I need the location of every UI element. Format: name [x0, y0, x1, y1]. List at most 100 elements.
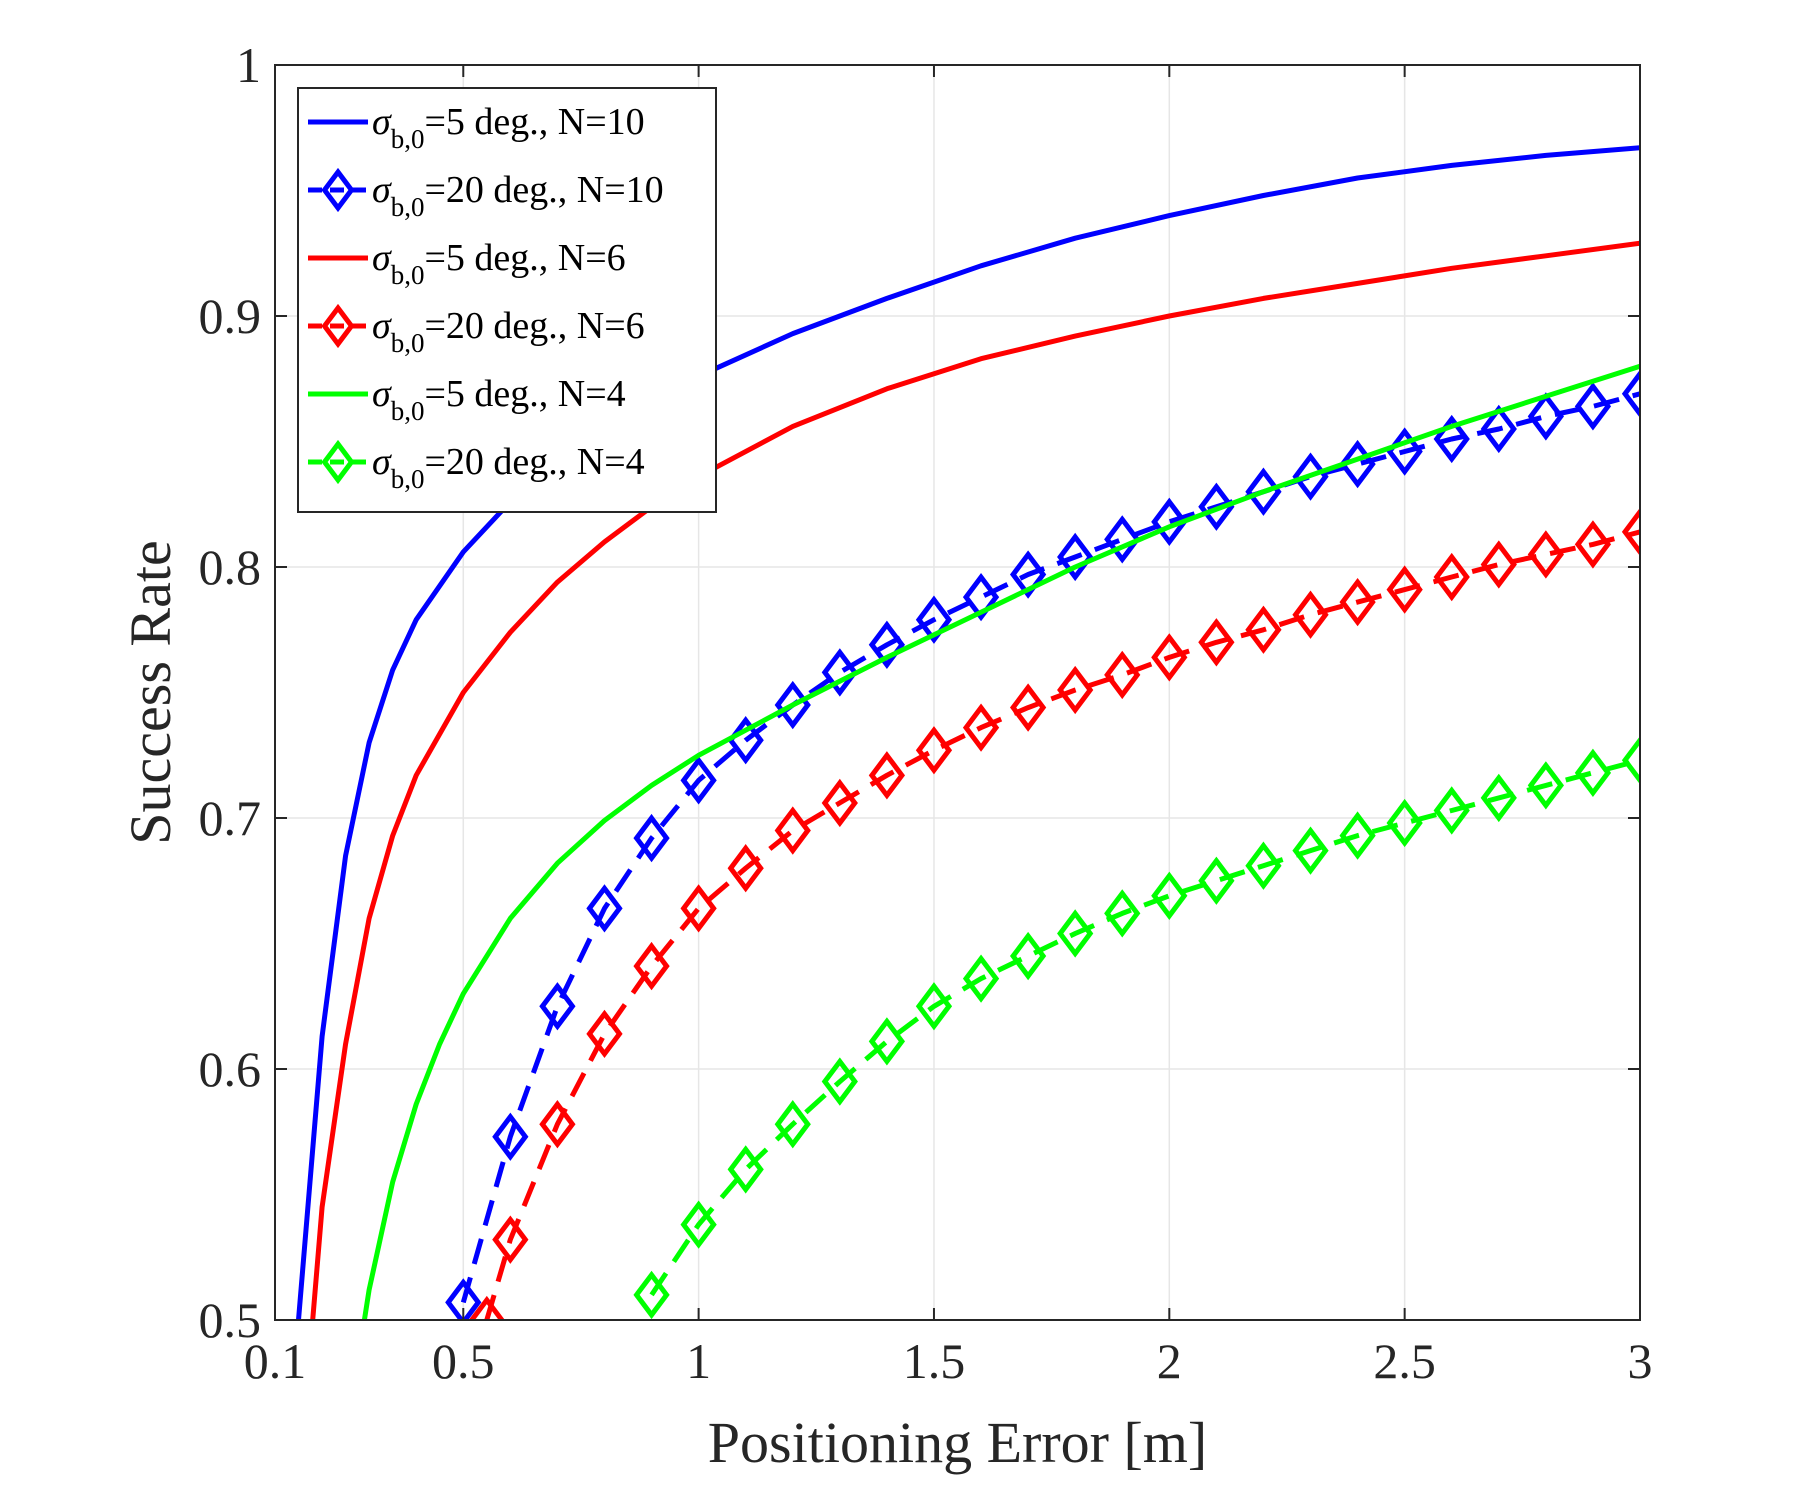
legend-rest: =5 deg., N=4: [425, 373, 626, 415]
data-point: [821, 648, 858, 697]
data-point: [1151, 871, 1188, 920]
data-point: [1433, 786, 1470, 835]
data-point: [1339, 577, 1376, 627]
data-point: [868, 751, 906, 800]
data-point: [1151, 497, 1188, 546]
data-point: [1057, 532, 1094, 582]
data-point: [727, 1145, 764, 1194]
data-point: [1386, 565, 1423, 614]
data-point: [1621, 507, 1640, 557]
data-point: [1198, 482, 1235, 531]
data-point: [539, 1100, 576, 1149]
data-point: [1245, 467, 1282, 516]
data-point: [680, 884, 717, 933]
data-point: [1009, 931, 1047, 981]
legend-symbol: σ: [372, 169, 392, 211]
legend-label: σb,0=5 deg., N=10: [372, 101, 645, 154]
legend-subscript: b,0: [391, 464, 425, 494]
data-point: [1104, 889, 1141, 938]
legend-label: σb,0=5 deg., N=6: [372, 237, 626, 290]
data-point: [821, 1057, 858, 1106]
data-point: [1198, 618, 1235, 667]
y-tick-label: 0.6: [199, 1041, 262, 1097]
y-tick-label: 0.5: [199, 1292, 262, 1348]
data-point: [633, 813, 670, 863]
data-point: [1527, 530, 1564, 579]
x-tick-label: 3: [1628, 1333, 1653, 1389]
x-tick-label: 2: [1157, 1333, 1182, 1389]
data-point: [586, 884, 623, 933]
legend-symbol: σ: [372, 373, 392, 415]
data-point: [539, 982, 576, 1031]
legend-entry: σb,0=5 deg., N=4: [308, 373, 626, 426]
data-point: [1245, 605, 1282, 654]
legend-rest: =20 deg., N=10: [425, 169, 664, 211]
x-tick-label: 0.1: [244, 1333, 307, 1389]
data-point: [1009, 550, 1047, 599]
data-point: [1104, 515, 1141, 564]
legend-subscript: b,0: [391, 260, 425, 290]
legend-symbol: σ: [372, 305, 392, 347]
data-point: [492, 1112, 529, 1161]
legend-label: σb,0=20 deg., N=6: [372, 305, 645, 358]
data-point: [1480, 773, 1517, 823]
legend-entry: σb,0=5 deg., N=10: [308, 101, 645, 154]
legend-entry: σb,0=5 deg., N=6: [308, 237, 626, 290]
series-4: [361, 363, 1640, 1320]
legend-subscript: b,0: [391, 192, 425, 222]
x-axis-label: Positioning Error [m]: [708, 1410, 1207, 1475]
legend-symbol: σ: [372, 101, 392, 143]
legend-label: σb,0=20 deg., N=10: [372, 169, 664, 222]
legend-rest: =5 deg., N=6: [425, 237, 626, 279]
legend-label: σb,0=5 deg., N=4: [372, 373, 626, 426]
data-point: [1009, 683, 1047, 732]
data-point: [1480, 540, 1517, 589]
data-point: [1151, 633, 1188, 682]
data-point: [1104, 650, 1141, 700]
x-tick-label: 1.5: [903, 1333, 966, 1389]
data-point: [633, 1270, 670, 1320]
data-point: [727, 844, 764, 893]
y-tick-label: 0.7: [199, 790, 262, 846]
data-point: [1621, 369, 1640, 418]
data-point: [962, 572, 1000, 622]
legend-rest: =20 deg., N=4: [425, 441, 645, 483]
legend-rest: =20 deg., N=6: [425, 305, 645, 347]
data-point: [1292, 590, 1329, 639]
tick-labels: 0.1 0.5 1 1.5 2 2.5 30.50.60.70.80.91: [199, 37, 1653, 1389]
data-point: [1057, 909, 1094, 958]
legend-marker: [321, 167, 355, 213]
data-point: [868, 620, 906, 669]
x-tick-label: 0.5: [432, 1333, 495, 1389]
data-point: [1433, 552, 1470, 602]
data-point: [1480, 404, 1517, 454]
data-point: [915, 595, 953, 644]
data-point: [915, 726, 953, 775]
data-point: [868, 1017, 906, 1066]
data-point: [774, 1100, 811, 1149]
series-line: [649, 757, 1640, 1297]
data-point: [1621, 736, 1640, 785]
y-axis-label: Success Rate: [118, 540, 183, 844]
data-point: [1245, 841, 1282, 890]
legend-symbol: σ: [372, 441, 392, 483]
data-point: [915, 982, 953, 1031]
data-point: [962, 954, 1000, 1003]
legend-subscript: b,0: [391, 396, 425, 426]
data-point: [1198, 856, 1235, 905]
y-tick-label: 1: [236, 37, 261, 93]
data-point: [821, 778, 858, 828]
legend-entry: σb,0=20 deg., N=4: [308, 439, 645, 494]
data-point: [492, 1215, 529, 1264]
series-line: [460, 391, 1640, 1304]
data-point: [1574, 520, 1612, 569]
legend-rest: =5 deg., N=10: [425, 101, 645, 143]
axes: [274, 64, 1641, 1321]
data-point: [1386, 798, 1423, 848]
data-point: [680, 756, 717, 805]
data-point: [1057, 665, 1094, 715]
data-point: [680, 1200, 717, 1249]
data-point: [1527, 392, 1564, 441]
series-3: [468, 507, 1640, 1320]
